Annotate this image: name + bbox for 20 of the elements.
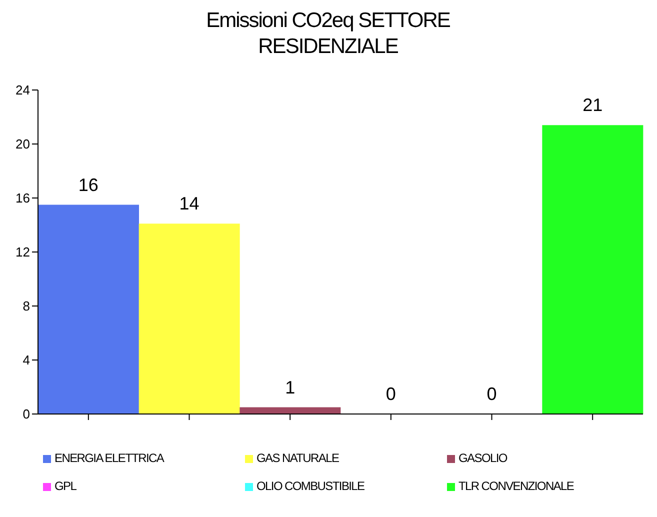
y-tick-label: 16: [16, 190, 30, 206]
y-tick-label: 12: [16, 244, 30, 260]
y-tick-label: 4: [22, 352, 30, 368]
legend-label: TLR CONVENZIONALE: [458, 478, 575, 495]
y-tick-label: 24: [16, 82, 30, 98]
legend-label: GAS NATURALE: [256, 450, 340, 467]
y-tick-label: 20: [16, 136, 30, 152]
legend-label: OLIO COMBUSTIBILE: [256, 478, 366, 495]
data-label: 14: [179, 194, 200, 214]
data-label: 0: [386, 384, 396, 404]
legend-label: ENERGIA ELETTRICA: [54, 450, 166, 467]
data-label: 1: [285, 377, 296, 398]
data-label: 16: [78, 174, 98, 195]
data-label: 21: [582, 95, 603, 116]
legend-label: GASOLIO: [458, 450, 508, 467]
y-tick-label: 0: [22, 406, 30, 422]
chart-title: Emissioni CO2eq SETTORE RESIDENZIALE: [205, 8, 451, 60]
data-label: 0: [486, 384, 497, 404]
y-tick-label: 8: [22, 298, 30, 314]
legend-label: GPL: [54, 478, 78, 495]
